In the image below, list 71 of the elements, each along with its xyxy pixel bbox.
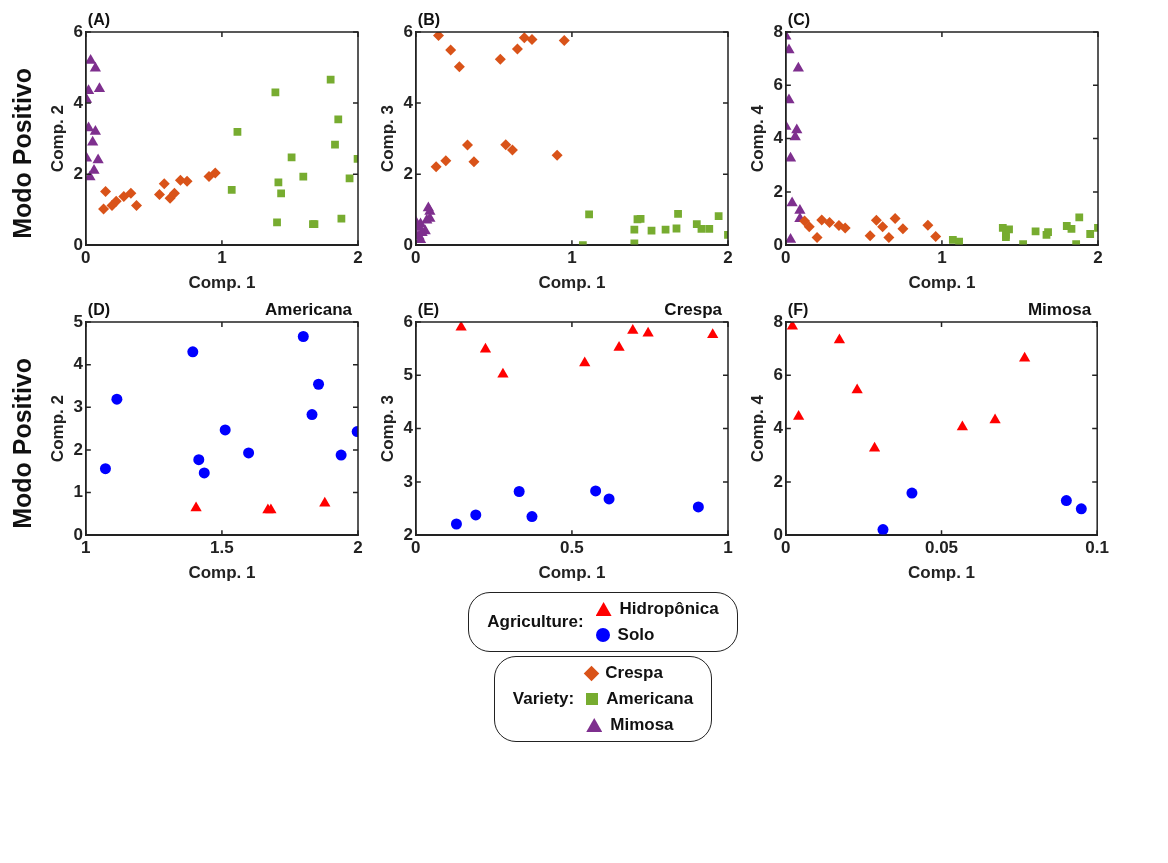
y-tick-label: 4 [403,418,414,438]
x-tick-label: 2 [353,248,363,268]
y-tick-label: 6 [773,364,783,384]
legend-label: Solo [617,625,655,645]
y-axis-title: Comp. 2 [47,395,67,463]
y-tick-label: 2 [73,439,83,459]
y-tick-label: 2 [73,163,83,183]
text: Modo Positivo [8,67,37,239]
y-tick-label: 6 [403,21,413,41]
x-tick-label: 1 [217,248,227,268]
chart-title: (B) [417,11,441,29]
y-tick-label: 0 [403,234,413,254]
y-tick-label: 2 [773,181,783,201]
y-tick-label: 3 [403,471,413,491]
y-tick-label: 0 [73,234,83,254]
legend-title: Variety: [512,689,575,709]
y-tick-label: 8 [773,21,783,41]
chart-title: (A) [87,11,111,29]
y-tick-label: 1 [73,482,83,502]
legend-label: Crespa [605,663,663,683]
y-tick-label: 4 [73,354,84,374]
y-axis-title: Comp. 3 [377,105,397,173]
y-tick-label: 4 [73,92,84,112]
y-tick-label: 6 [773,74,783,94]
y-tick-label: 5 [403,364,413,384]
chart-subtitle: Crespa [664,300,723,320]
x-tick-label: 0.05 [924,538,959,558]
y-tick-label: 2 [773,471,783,491]
x-tick-label: 1 [937,248,947,268]
x-axis-title: Comp. 1 [538,273,606,293]
chart-title: (E) [417,301,440,319]
y-axis-title: Comp. 4 [747,104,767,173]
y-tick-label: 3 [73,396,83,416]
x-axis-title: Comp. 1 [188,563,256,583]
x-axis-title: Comp. 1 [538,563,606,583]
chart-subtitle: Mimosa [1027,300,1092,320]
y-tick-label: 4 [773,128,784,148]
y-axis-title: Comp. 4 [747,394,767,463]
y-axis-title: Comp. 2 [47,105,67,173]
y-tick-label: 8 [773,311,783,331]
legend-label: Mimosa [610,715,674,735]
x-tick-label: 1 [723,538,733,558]
y-tick-label: 2 [403,524,413,544]
legend-label: Americana [606,689,694,709]
x-tick-label: 1 [567,248,577,268]
x-axis-title: Comp. 1 [188,273,256,293]
chart-title: (D) [87,301,111,319]
y-tick-label: 0 [73,524,83,544]
chart-title: (F) [787,301,809,319]
y-tick-label: 2 [403,163,413,183]
x-tick-label: 1.5 [210,538,234,558]
chart-title: (C) [787,11,811,29]
y-axis-title: Comp. 3 [377,395,397,463]
legend-label: Hidropônica [619,599,719,619]
x-tick-label: 2 [1093,248,1103,268]
y-tick-label: 0 [773,524,783,544]
x-tick-label: 0.1 [1085,538,1109,558]
y-tick-label: 0 [773,234,783,254]
y-tick-label: 4 [773,418,784,438]
x-axis-title: Comp. 1 [908,273,976,293]
y-tick-label: 4 [403,92,414,112]
x-tick-label: 2 [353,538,363,558]
x-axis-title: Comp. 1 [907,563,976,583]
legend-title: Agriculture: [487,612,584,632]
x-tick-label: 0.5 [560,538,584,558]
x-tick-label: 2 [723,248,733,268]
y-tick-label: 5 [73,311,83,331]
chart-subtitle: Americana [265,300,353,320]
text: Modo Positivo [8,357,37,529]
y-tick-label: 6 [73,21,83,41]
y-tick-label: 6 [403,311,413,331]
